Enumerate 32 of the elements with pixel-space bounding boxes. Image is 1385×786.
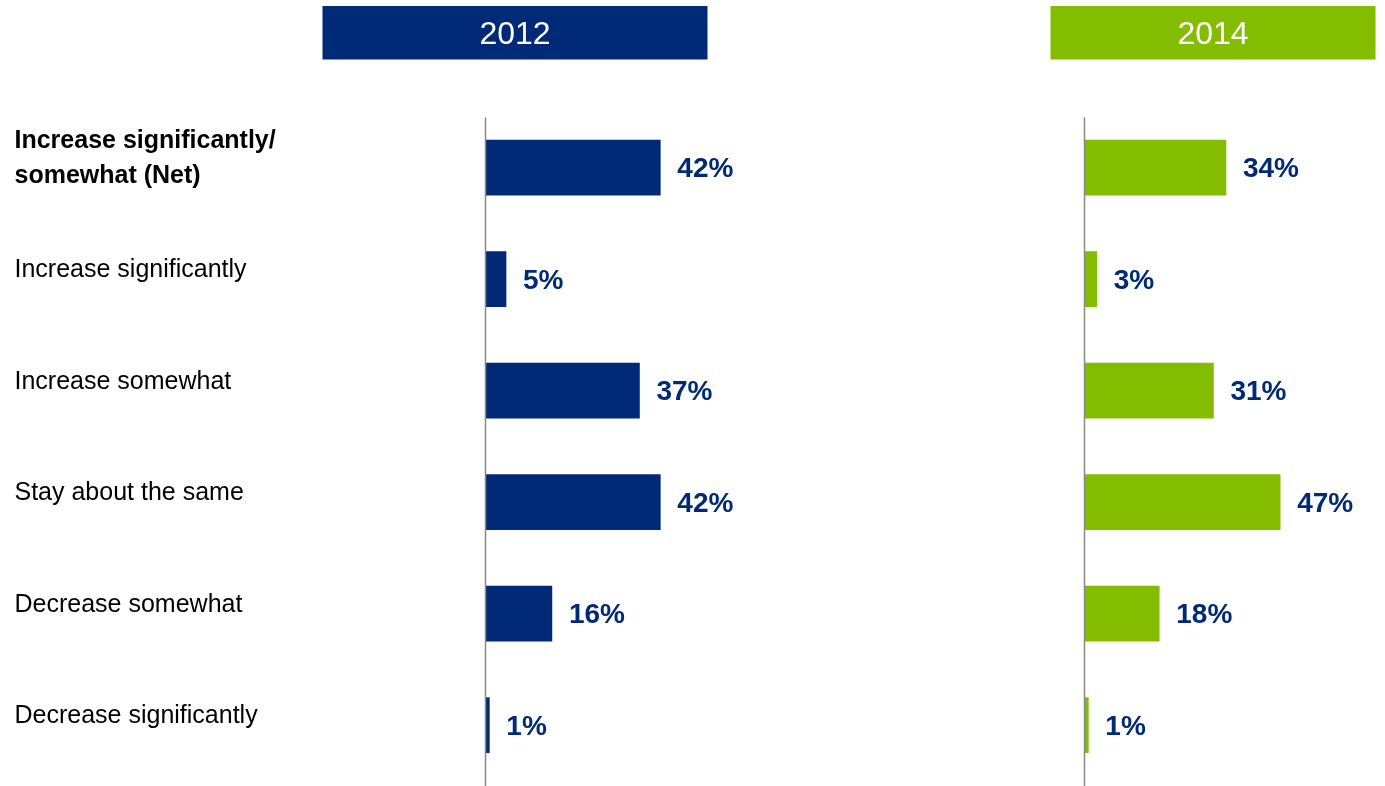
bar xyxy=(1084,697,1089,754)
y-tick-label: Increase significantly xyxy=(14,254,248,283)
data-label: 1% xyxy=(506,709,547,741)
chart-title: 2012 xyxy=(479,14,551,51)
bar xyxy=(485,139,661,196)
data-label: 5% xyxy=(523,263,564,295)
data-label: 42% xyxy=(677,486,734,518)
data-label: 42% xyxy=(677,152,734,184)
bar xyxy=(1084,585,1160,642)
data-label: 16% xyxy=(568,598,626,630)
bar xyxy=(485,474,661,531)
bar xyxy=(485,251,507,308)
data-label: 31% xyxy=(1230,375,1287,407)
data-label: 34% xyxy=(1242,152,1300,184)
y-tick-label: Decrease significantly xyxy=(14,700,259,729)
data-label: 47% xyxy=(1297,486,1354,518)
bar xyxy=(485,697,490,754)
data-label: 3% xyxy=(1113,263,1155,295)
y-tick-label: Stay about the same xyxy=(14,477,244,506)
bar xyxy=(1084,362,1214,419)
bar xyxy=(485,362,640,419)
y-tick-label: Increase significantly/ somewhat (Net) xyxy=(14,125,276,189)
y-tick-label: Decrease somewhat xyxy=(14,588,243,617)
y-tick-label: Increase somewhat xyxy=(14,365,232,394)
bar xyxy=(485,585,553,642)
data-label: 18% xyxy=(1176,598,1233,630)
chart-title: 2014 xyxy=(1177,14,1249,51)
data-label: 1% xyxy=(1105,709,1146,741)
data-label: 37% xyxy=(656,375,713,407)
bar xyxy=(1084,251,1098,308)
bar xyxy=(1084,474,1281,531)
bar xyxy=(1084,139,1227,196)
